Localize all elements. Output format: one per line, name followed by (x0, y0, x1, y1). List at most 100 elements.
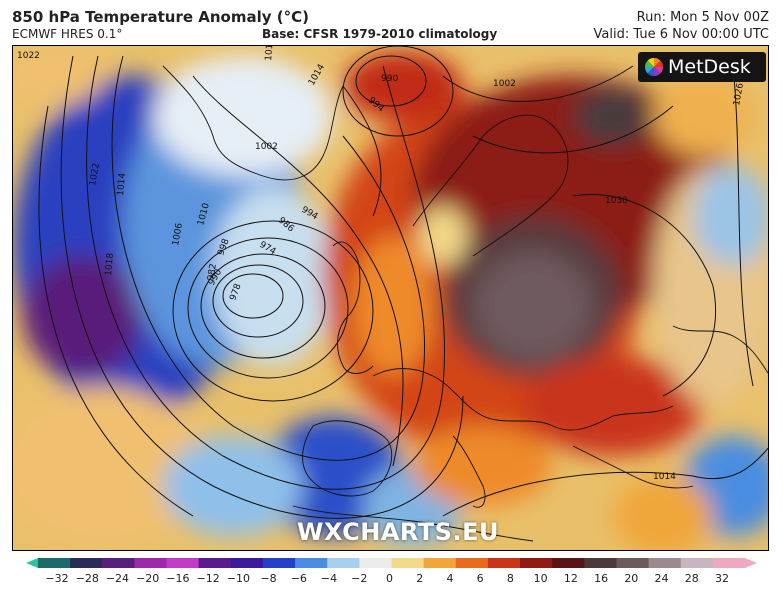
greenland-coast (162, 65, 344, 181)
colorbar-segment (38, 558, 71, 568)
isobar-label: 1002 (255, 142, 278, 152)
colorbar-tick-label: −16 (166, 572, 190, 585)
colorbar-segment (102, 558, 135, 568)
anomaly-field (13, 46, 768, 550)
colorbar-right-arrow (745, 558, 757, 568)
anomaly-map: 1022 1018 1014 1010 1006 1002 998 994 99… (12, 45, 769, 551)
colorbar-segment (359, 558, 392, 568)
colorbar-segment (327, 558, 360, 568)
colorbar-tick-label: 28 (684, 572, 699, 585)
chart-header: 850 hPa Temperature Anomaly (°C) ECMWF H… (0, 0, 783, 44)
colorbar-tick-label: −2 (351, 572, 368, 585)
isobar-label: 1022 (17, 51, 40, 61)
colorbar-tick-label: 16 (594, 572, 609, 585)
colorbar-segment (166, 558, 200, 568)
colorbar-segment (712, 558, 746, 568)
colorbar-segment (134, 558, 168, 568)
isobars (38, 46, 768, 519)
isobar (60, 55, 464, 519)
italy-coast (452, 435, 486, 508)
colorbar-tick-label: 8 (506, 572, 514, 585)
isobar-label: 1022 (88, 162, 102, 186)
isobar-label: 1006 (171, 222, 185, 247)
colorbar-segment (520, 558, 553, 568)
colorbar-segment (680, 558, 714, 568)
colorbar-tick-label: 12 (563, 572, 578, 585)
isobar (442, 447, 768, 517)
isobar (86, 55, 446, 490)
colorbar-segment (648, 558, 682, 568)
map-canvas: 1022 1018 1014 1010 1006 1002 998 994 99… (13, 46, 768, 550)
colorbar-segment (70, 558, 103, 568)
isobar (342, 85, 382, 217)
chart-title: 850 hPa Temperature Anomaly (°C) (12, 8, 309, 26)
colorbar-segment (423, 558, 457, 568)
isobar (192, 75, 404, 467)
run-time: Run: Mon 5 Nov 00Z (636, 10, 769, 25)
colorbar-tick-label: 20 (624, 572, 639, 585)
isobar (38, 105, 194, 517)
colorbar-segment (552, 558, 585, 568)
isobar-label: 990 (381, 74, 398, 84)
colorbar-tick-label: 2 (416, 572, 424, 585)
isobar-label: 1002 (493, 79, 516, 89)
colorbar-segment (198, 558, 232, 568)
europe-south-coast (372, 368, 674, 431)
colorbar-left-arrow (26, 558, 38, 568)
isobar-labels: 1022 1018 1014 1010 1006 1002 998 994 99… (17, 46, 746, 482)
scandinavia-coast (412, 114, 569, 257)
colorbar-tick-label: 32 (715, 572, 729, 585)
isobar (732, 65, 754, 387)
isobar-label: 1014 (653, 472, 676, 482)
colorbar-tick-label: 24 (654, 572, 669, 585)
colorbar-segment (230, 558, 264, 568)
metdesk-icon (644, 57, 664, 77)
isobar-label: 982 (206, 263, 219, 282)
colorbar-segment (295, 558, 328, 568)
colorbar-tick-label: 10 (533, 572, 548, 585)
climatology-base: Base: CFSR 1979-2010 climatology (262, 27, 498, 41)
north-africa-coast (292, 505, 534, 542)
model-name: ECMWF HRES 0.1° (12, 27, 123, 41)
colorbar-tick-label: −24 (105, 572, 130, 585)
colorbar-segment (262, 558, 296, 568)
colorbar-tick-label: −32 (45, 572, 69, 585)
colorbar-tick-label: −20 (136, 572, 160, 585)
colorbar-segment (584, 558, 617, 568)
metdesk-logo-text: MetDesk (668, 56, 751, 78)
colorbar-segment (455, 558, 489, 568)
colorbar-segment (616, 558, 650, 568)
colorbar (26, 558, 757, 568)
isobar (572, 194, 717, 397)
metdesk-logo: MetDesk (638, 52, 766, 82)
isobar (222, 273, 284, 319)
british-isles-coast (332, 241, 374, 374)
isobar-label: 1030 (605, 196, 628, 206)
colorbar-segment (487, 558, 521, 568)
isobar (342, 46, 454, 137)
colorbar-tick-label: 0 (386, 572, 393, 585)
isobar-label: 1018 (264, 46, 276, 61)
isobar (200, 253, 326, 359)
colorbar-tick-label: −10 (226, 572, 250, 585)
isobar (355, 55, 427, 107)
colorbar-tick-label: −8 (260, 572, 277, 585)
valid-time: Valid: Tue 6 Nov 00:00 UTC (593, 27, 769, 42)
colorbar-tick-label: −28 (75, 572, 99, 585)
colorbar-tick-label: −4 (320, 572, 338, 585)
colorbar-tick-label: 4 (446, 572, 454, 585)
colorbar-tick-label: −6 (290, 572, 307, 585)
isobar-label: 1014 (116, 172, 128, 196)
isobar-label: 1026 (732, 82, 746, 107)
isobar (187, 237, 349, 379)
isobar (472, 105, 674, 154)
iberia-coast (302, 420, 393, 497)
colorbar-tick-label: −12 (196, 572, 220, 585)
isobar-label: 1018 (104, 252, 116, 276)
isobar (212, 264, 304, 338)
isobar (111, 55, 426, 461)
colorbar-segment (391, 558, 425, 568)
isobar (442, 65, 634, 102)
coastlines (162, 65, 768, 542)
colorbar-ticks: −32 −28 −24 −20 −16 −12 −10 −8 −6 −4 −2 0 2 4 6 8 10 12 16… (0, 572, 783, 592)
